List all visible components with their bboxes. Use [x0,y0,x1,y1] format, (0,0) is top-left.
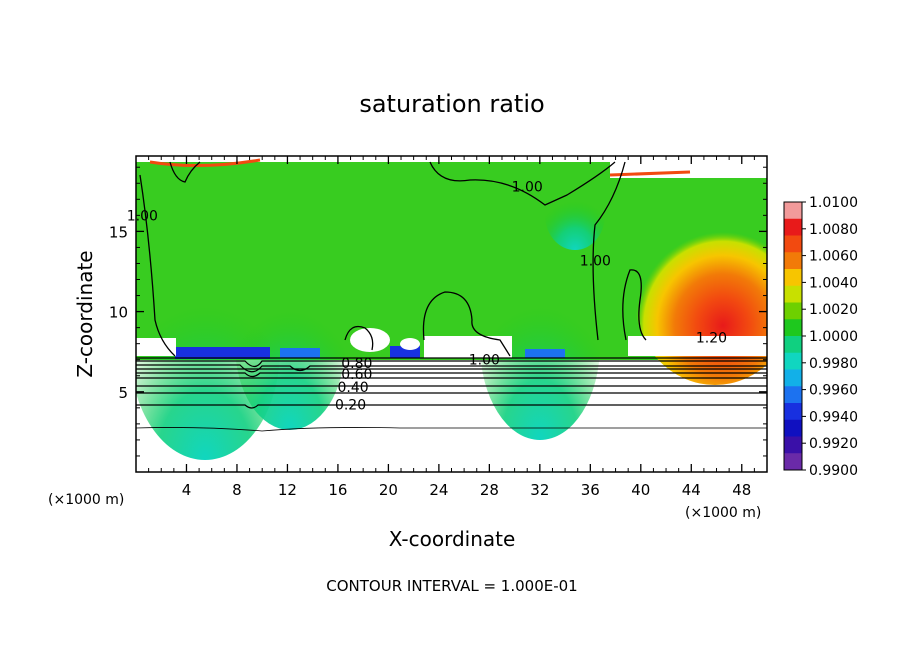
colorbar-tick-label: 1.0100 [809,195,858,211]
cloud-pocket [424,336,512,358]
lower-contours [136,357,767,432]
deep-blue-band [175,347,270,359]
colorbar-swatch [784,235,802,253]
colorbar-swatch [784,336,802,354]
x-tick-label: 12 [278,481,297,499]
x-unit-right: (×1000 m) [685,505,761,521]
x-axis: 4 8 12 16 20 24 28 32 36 40 44 48 [148,156,755,499]
colorbar-tick-label: 0.9940 [809,409,858,425]
y-tick-label: 5 [118,384,128,402]
y-tick-label: 15 [109,223,128,241]
x-tick-label: 8 [232,481,242,499]
colorbar-swatch [784,352,802,370]
x-tick-label: 44 [682,481,701,499]
colorbar-swatch [784,386,802,404]
colorbar-swatch [784,403,802,421]
colorbar-swatch [784,218,802,236]
contour-line [136,427,767,432]
contour-line [136,404,767,409]
x-tick-label: 24 [429,481,448,499]
x-tick-label: 32 [530,481,549,499]
x-tick-label: 20 [379,481,398,499]
contour-label: 1.00 [512,179,543,195]
colorbar-tick-label: 0.9980 [809,356,858,372]
x-tick-label: 36 [581,481,600,499]
colorbar-swatch [784,269,802,287]
contour-label: 1.00 [469,353,500,369]
y-axis-label: Z-coordinate [73,250,97,377]
contour-line [344,325,374,351]
contour-label: 1.20 [696,330,727,346]
colorbar-tick-label: 1.0000 [809,329,858,345]
colorbar-tick-label: 1.0080 [809,222,858,238]
colorbar-tick-label: 1.0020 [809,302,858,318]
colorbar-swatch [784,436,802,454]
contour-lines [139,161,647,357]
contour-line [622,269,647,341]
supersaturated-patch [635,215,767,385]
y-tick-label: 10 [109,304,128,322]
colorbar-swatch [784,252,802,270]
colorbar-swatch [784,319,802,337]
contour-interval-note: CONTOUR INTERVAL = 1.000E-01 [326,577,577,595]
colorbar-swatch [784,202,802,220]
deep-blue-band [280,348,320,358]
top-edge-highlight [609,170,691,177]
contour-label: 0.60 [341,367,372,383]
contour-label: 0.40 [337,380,368,396]
x-tick-label: 40 [631,481,650,499]
top-edge-highlight [149,158,261,168]
colorbar-swatch [784,285,802,303]
x-tick-label: 4 [182,481,192,499]
colorbar-swatch [784,453,802,471]
contour-line [592,161,626,341]
contour-line [429,161,616,206]
contour-line [136,360,767,368]
cloud-pocket [628,336,767,356]
contour-label: 0.20 [335,398,366,414]
contour-line [139,174,176,357]
contour-label: 0.80 [341,356,372,372]
y-axis: 5 10 15 [109,166,767,457]
contour-line [169,161,201,183]
colorbar: 1.0100 1.0080 1.0060 1.0040 1.0020 1.0000 0.99… [783,195,858,479]
x-tick-label: 16 [328,481,347,499]
cloud-pocket [136,338,176,356]
x-tick-label: 48 [732,481,751,499]
sub-saturated-patch [235,260,345,430]
colorbar-tick-label: 0.9900 [809,463,858,479]
colorbar-tick-label: 0.9960 [809,383,858,399]
cloud-pocket [400,338,420,350]
colorbar-swatch [784,419,802,437]
colorbar-tick-label: 0.9920 [809,436,858,452]
contour-label: 1.00 [127,208,158,224]
deep-blue-band [525,349,565,358]
cloud-pocket [350,328,390,352]
chart-title: saturation ratio [359,90,544,118]
contour-label: 1.00 [580,253,611,269]
colorbar-swatch [784,302,802,320]
heatmap-field [136,156,767,472]
x-axis-label: X-coordinate [389,527,516,551]
contour-line [136,372,767,378]
x-tick-label: 28 [480,481,499,499]
colorbar-tick-label: 1.0040 [809,275,858,291]
contour-label-group: 1.00 1.00 1.00 1.20 1.00 0.800.600.40 0.20 [127,179,727,413]
colorbar-swatch [784,369,802,387]
colorbar-tick-label: 1.0060 [809,249,858,265]
contour-line [422,291,511,357]
x-unit-left: (×1000 m) [48,492,124,508]
